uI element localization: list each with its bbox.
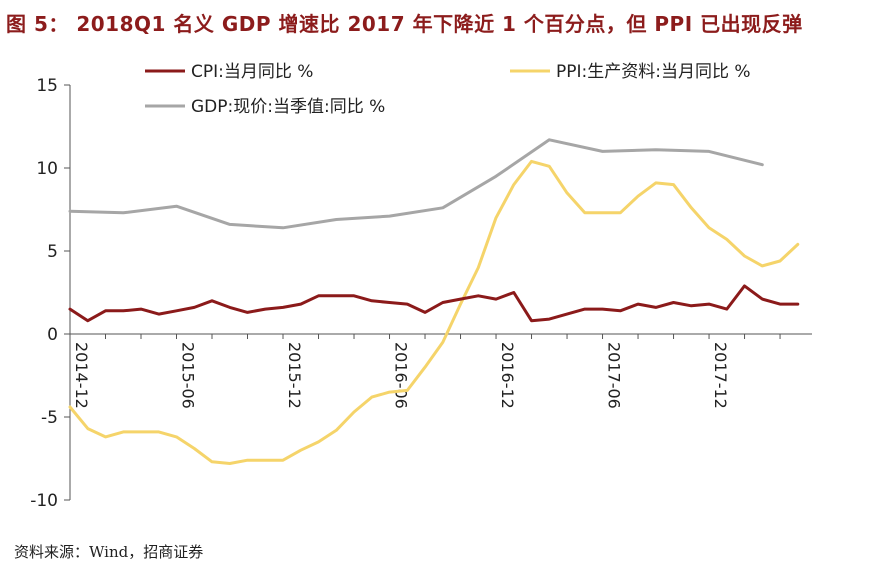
x-tick-label: 2015-06 — [179, 342, 198, 409]
ppi-legend-label: PPI:生产资料:当月同比 % — [556, 62, 751, 82]
y-tick-label: -5 — [41, 408, 58, 428]
figure-title: 图 5： 2018Q1 名义 GDP 增速比 2017 年下降近 1 个百分点，… — [6, 12, 803, 36]
x-axis-ticks: 2014-12 2015-06 2015-12 2016-06 2016-12 2017-… — [69, 334, 781, 409]
cpi-series-line — [68, 284, 800, 323]
series-lines — [68, 138, 800, 465]
y-tick-label: 0 — [47, 325, 58, 345]
cpi-legend-label: CPI:当月同比 % — [191, 62, 313, 82]
y-axis-ticks: 15 10 5 0 -5 -10 — [30, 76, 70, 511]
y-tick-label: 5 — [47, 242, 58, 262]
y-tick-label: 10 — [36, 159, 58, 179]
x-tick-label: 2017-12 — [711, 342, 730, 409]
x-tick-label: 2015-12 — [285, 342, 304, 409]
axes — [69, 85, 812, 500]
y-tick-label: -10 — [30, 491, 58, 511]
x-tick-label: 2017-06 — [605, 342, 624, 409]
source-note: 资料来源：Wind，招商证券 — [14, 543, 204, 561]
x-tick-label: 2016-12 — [498, 342, 517, 409]
x-tick-label: 2016-06 — [392, 342, 411, 409]
ppi-series-line — [68, 159, 800, 465]
gdp-series-line — [68, 138, 764, 230]
y-tick-label: 15 — [36, 76, 58, 96]
x-tick-label: 2014-12 — [72, 342, 91, 409]
legend: CPI:当月同比 % PPI:生产资料:当月同比 % GDP:现价:当季值:同比 % — [145, 62, 751, 117]
gdp-legend-label: GDP:现价:当季值:同比 % — [191, 97, 385, 117]
